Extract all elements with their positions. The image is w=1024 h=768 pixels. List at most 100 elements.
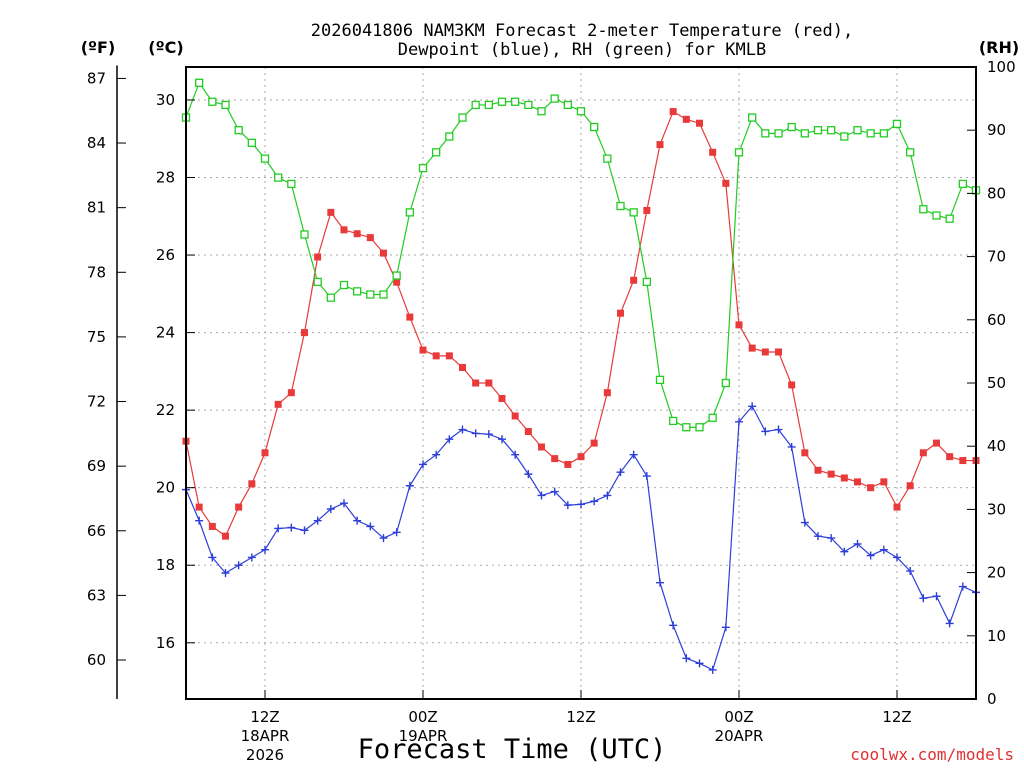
unit-label-rh: (RH) <box>979 38 1019 57</box>
dewpoint-point <box>866 551 875 560</box>
celsius-tick-label: 30 <box>156 91 175 109</box>
dewpoint-point <box>550 487 559 496</box>
temperature-point <box>946 453 954 461</box>
rh-tick-label: 100 <box>987 58 1016 76</box>
fahrenheit-tick-label: 81 <box>87 199 106 217</box>
dewpoint-point <box>234 561 243 570</box>
rh-point <box>669 416 678 426</box>
rh-point <box>339 280 349 290</box>
dewpoint-point <box>827 534 836 543</box>
dewpoint-point <box>879 545 888 554</box>
dewpoint-point <box>748 402 757 411</box>
temperature-point <box>761 348 769 356</box>
temperature-point <box>419 346 427 354</box>
rh-point <box>208 97 217 106</box>
dewpoint-point <box>761 427 770 436</box>
chart-title-line2: Dewpoint (blue), RH (green) for KMLB <box>398 40 766 60</box>
rh-point <box>563 100 572 110</box>
rh-point <box>511 97 520 106</box>
rh-point <box>695 423 704 432</box>
rh-point <box>195 78 204 87</box>
rh-point <box>353 287 362 296</box>
temperature-point <box>393 278 401 286</box>
dewpoint-point <box>932 592 941 601</box>
temperature-point <box>235 503 243 511</box>
rh-point <box>655 375 665 384</box>
dewpoint-point <box>498 435 506 444</box>
temperature-point <box>643 206 651 214</box>
dewpoint-point <box>340 499 348 508</box>
grid-lines <box>186 67 976 699</box>
dewpoint-point <box>958 582 967 591</box>
celsius-tick-label: 20 <box>156 479 175 497</box>
rh-point <box>708 413 717 422</box>
dewpoint-point <box>537 491 546 500</box>
celsius-axis: 16 18 20 22 24 26 28 30 <box>156 91 195 652</box>
rh-tick-label: 40 <box>987 437 1006 455</box>
temperature-point <box>617 309 624 317</box>
rh-tick-label: 30 <box>987 500 1006 518</box>
temperature-point <box>222 532 229 540</box>
temperature-point <box>445 352 453 360</box>
rh-point <box>787 122 796 132</box>
rh-point <box>274 173 283 182</box>
rh-point <box>774 129 783 138</box>
temperature-point <box>682 115 690 123</box>
rh-tick-label: 90 <box>987 121 1006 139</box>
rh-point <box>392 271 401 280</box>
temperature-point <box>498 395 506 403</box>
rh-point <box>748 113 757 122</box>
rh-point <box>287 179 296 189</box>
dewpoint-point <box>300 526 309 535</box>
temperature-point <box>564 460 572 468</box>
rh-point <box>840 132 849 141</box>
celsius-tick-label: 18 <box>156 556 175 574</box>
dewpoint-point <box>353 516 362 525</box>
series-temperature <box>182 108 980 540</box>
dewpoint-point <box>326 505 335 514</box>
temperature-point <box>380 249 387 257</box>
dewpoint-point <box>642 472 651 481</box>
dewpoint-point <box>247 553 256 562</box>
temperature-point <box>353 230 361 238</box>
rh-point <box>418 163 428 173</box>
dewpoint-point <box>708 665 717 674</box>
chart-title-line1: 2026041806 NAM3KM Forecast 2-meter Tempe… <box>311 21 853 41</box>
temperature-point <box>511 412 519 420</box>
temperature-point <box>906 482 914 490</box>
dewpoint-point <box>379 534 388 543</box>
dewpoint-point <box>484 430 493 439</box>
dewpoint-point <box>656 578 664 587</box>
rh-point <box>919 205 928 214</box>
temperature-point <box>709 148 717 156</box>
celsius-tick-label: 22 <box>156 401 175 419</box>
rh-point <box>445 132 454 141</box>
rh-point <box>813 126 823 135</box>
dewpoint-point <box>432 450 441 459</box>
temperature-point <box>959 457 967 465</box>
temperature-point <box>472 379 480 387</box>
temperature-point <box>656 141 664 149</box>
celsius-tick-label: 24 <box>156 324 175 342</box>
temperature-point <box>432 352 440 360</box>
rh-point <box>497 97 507 106</box>
dewpoint-point <box>208 553 217 562</box>
dewpoint-point <box>814 532 822 541</box>
temperature-point <box>459 363 466 371</box>
dewpoint-point <box>629 450 638 459</box>
rh-point <box>682 423 691 432</box>
rh-point <box>576 107 586 116</box>
rh-point <box>484 100 493 110</box>
dewpoint-point <box>695 659 704 668</box>
dewpoint-point <box>893 553 901 562</box>
temperature-point <box>590 439 598 447</box>
rh-point <box>866 129 875 138</box>
series-layer <box>181 78 981 674</box>
dewpoint-point <box>590 497 599 506</box>
temperature-point <box>814 466 822 474</box>
dewpoint-point <box>195 516 204 525</box>
dewpoint-point <box>945 619 954 628</box>
temperature-point <box>301 329 308 337</box>
rh-point <box>405 208 414 217</box>
